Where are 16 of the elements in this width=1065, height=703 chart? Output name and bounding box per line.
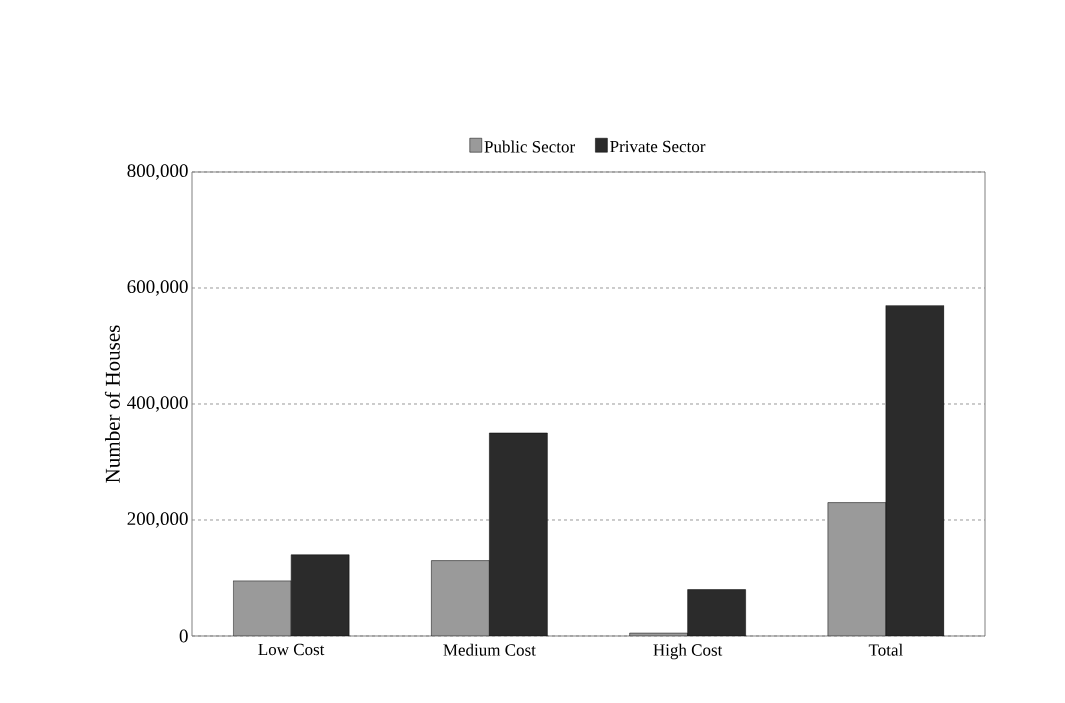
x-tick-label: Medium Cost: [443, 643, 536, 656]
x-tick-label: High Cost: [653, 643, 723, 660]
bar: [489, 432, 548, 636]
bar: [290, 554, 350, 636]
y-tick-label: 0: [179, 629, 188, 643]
x-tick-label: Total: [868, 643, 903, 656]
y-tick-label: 400,000: [127, 396, 188, 412]
y-tick-label: 800,000: [127, 164, 188, 180]
legend-label: Private Sector: [610, 140, 706, 153]
bar: [687, 589, 746, 636]
y-tick-label: 600,000: [127, 280, 188, 296]
y-axis-title: Number of Houses: [104, 325, 120, 483]
x-tick-label: Low Cost: [258, 643, 325, 656]
legend-label: Public Sector: [484, 140, 575, 153]
bar: [885, 305, 945, 636]
y-tick-label: 200,000: [127, 512, 188, 528]
